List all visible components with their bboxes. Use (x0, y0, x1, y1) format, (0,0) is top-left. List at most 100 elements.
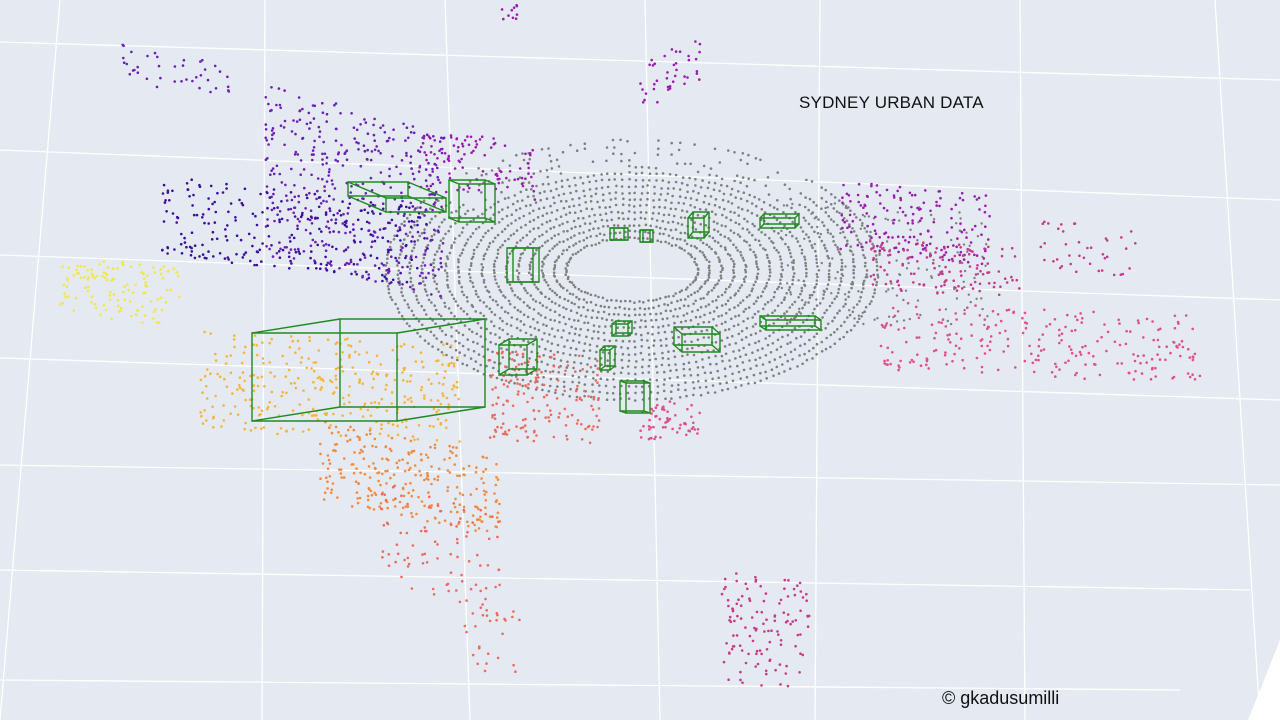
cloud-point (491, 515, 494, 518)
cloud-point (516, 393, 520, 396)
ground-point (539, 314, 543, 317)
ground-point (685, 210, 689, 213)
ground-point (433, 253, 437, 256)
cloud-point (409, 255, 413, 259)
cloud-point (462, 505, 466, 509)
cloud-point (293, 206, 296, 209)
ground-point (646, 331, 650, 335)
cloud-point (445, 583, 449, 586)
cloud-point (789, 622, 792, 626)
cloud-point (456, 474, 459, 478)
cloud-point (848, 225, 851, 228)
ground-point (664, 227, 667, 231)
ground-point (544, 347, 547, 351)
ground-point (616, 326, 619, 330)
ground-point (627, 397, 631, 401)
cloud-point (517, 363, 521, 366)
ground-point (668, 377, 672, 380)
ground-point (955, 297, 959, 300)
cloud-point (366, 408, 370, 412)
cloud-point (698, 42, 702, 46)
cloud-point (126, 283, 129, 287)
cloud-point (285, 194, 288, 197)
ground-point (700, 329, 703, 333)
cloud-point (1055, 258, 1059, 261)
ground-point (408, 324, 411, 328)
cloud-point (431, 170, 435, 173)
cloud-point (495, 462, 498, 466)
ground-point (748, 293, 751, 297)
ground-point (433, 304, 437, 308)
cloud-point (383, 493, 387, 497)
ground-point (829, 232, 832, 236)
cloud-point (1024, 326, 1028, 330)
cloud-point (724, 585, 727, 589)
cloud-point (390, 218, 394, 222)
ground-point (595, 234, 598, 238)
ground-point (791, 267, 795, 271)
cloud-point (381, 550, 385, 553)
ground-point (850, 250, 853, 253)
cloud-point (373, 491, 376, 495)
ground-point (895, 320, 899, 323)
ground-point (719, 233, 722, 236)
cloud-point (943, 247, 946, 250)
ground-point (717, 279, 721, 282)
cloud-point (159, 76, 162, 80)
cloud-point (916, 206, 919, 210)
cloud-point (463, 624, 467, 628)
ground-point (702, 321, 705, 324)
cloud-point (398, 459, 401, 462)
ground-point (577, 305, 581, 309)
ground-point (637, 224, 641, 227)
cloud-point (326, 454, 330, 457)
cloud-point (438, 140, 442, 143)
cloud-point (335, 352, 338, 356)
cloud-point (495, 499, 499, 502)
ground-point (686, 286, 689, 289)
ground-point (593, 213, 596, 217)
cloud-point (377, 149, 380, 153)
cloud-point (352, 472, 356, 475)
cloud-point (65, 285, 69, 289)
cloud-point (209, 184, 213, 188)
ground-point (698, 208, 702, 211)
cloud-point (862, 206, 865, 209)
ground-point (732, 350, 735, 353)
ground-point (591, 383, 594, 386)
ground-point (588, 222, 592, 225)
ground-point (667, 324, 670, 327)
cloud-point (773, 615, 777, 618)
cloud-point (276, 206, 279, 209)
ground-point (727, 149, 730, 152)
ground-point (719, 277, 723, 280)
ground-point (849, 328, 853, 332)
ground-point (780, 301, 783, 305)
ground-point (497, 200, 500, 204)
cloud-point (959, 337, 963, 341)
cloud-point (975, 356, 979, 360)
cloud-point (286, 219, 289, 222)
cloud-point (236, 413, 240, 416)
cloud-point (268, 401, 272, 404)
ground-point (548, 219, 552, 223)
ground-point (887, 315, 891, 318)
ground-point (416, 331, 419, 335)
cloud-point (879, 344, 883, 348)
cloud-point (504, 379, 508, 383)
ground-point (612, 152, 615, 155)
cloud-point (387, 250, 390, 254)
cloud-point (917, 316, 921, 320)
ground-point (583, 383, 587, 386)
ground-point (524, 289, 527, 292)
cloud-point (209, 372, 212, 376)
ground-point (400, 222, 404, 226)
ground-point (902, 298, 905, 302)
cloud-point (309, 232, 312, 235)
ground-point (696, 366, 700, 369)
ground-point (443, 269, 447, 272)
cloud-point (481, 603, 484, 606)
cloud-point (481, 613, 485, 617)
cloud-point (242, 351, 246, 355)
ground-point (506, 332, 509, 336)
